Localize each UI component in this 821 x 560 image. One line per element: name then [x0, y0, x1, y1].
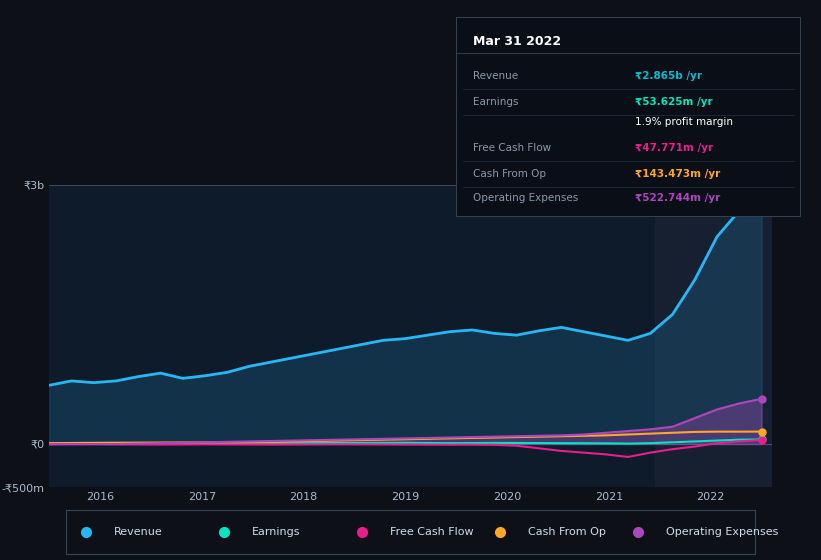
Bar: [654, 185, 772, 487]
Text: ₹143.473m /yr: ₹143.473m /yr: [635, 169, 720, 179]
Text: Operating Expenses: Operating Expenses: [666, 527, 778, 537]
Text: Free Cash Flow: Free Cash Flow: [473, 143, 551, 153]
Text: Earnings: Earnings: [473, 97, 518, 108]
Text: Earnings: Earnings: [252, 527, 300, 537]
Text: Mar 31 2022: Mar 31 2022: [473, 35, 561, 48]
Text: Cash From Op: Cash From Op: [528, 527, 606, 537]
Text: 1.9% profit margin: 1.9% profit margin: [635, 117, 733, 127]
Text: Free Cash Flow: Free Cash Flow: [390, 527, 474, 537]
Text: ₹2.865b /yr: ₹2.865b /yr: [635, 72, 702, 81]
Text: Revenue: Revenue: [473, 72, 518, 81]
Text: Revenue: Revenue: [114, 527, 163, 537]
Text: ₹522.744m /yr: ₹522.744m /yr: [635, 193, 720, 203]
Text: ₹53.625m /yr: ₹53.625m /yr: [635, 97, 713, 108]
Text: Operating Expenses: Operating Expenses: [473, 193, 578, 203]
Text: Cash From Op: Cash From Op: [473, 169, 546, 179]
Text: ₹47.771m /yr: ₹47.771m /yr: [635, 143, 713, 153]
